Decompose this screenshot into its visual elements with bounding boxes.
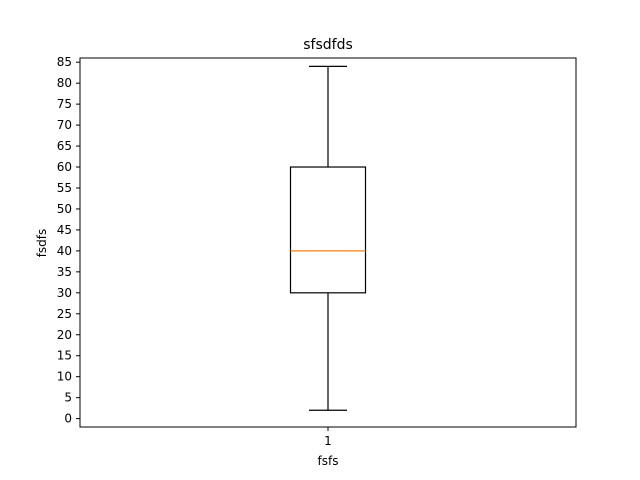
y-tick-label: 45	[57, 223, 72, 237]
y-tick-label: 50	[57, 202, 72, 216]
box-body	[289, 166, 367, 294]
y-tick-label: 70	[57, 118, 72, 132]
y-tick-label: 15	[57, 349, 72, 363]
y-tick-label: 85	[57, 55, 72, 69]
y-tick-label: 30	[57, 286, 72, 300]
y-tick-label: 5	[64, 391, 72, 405]
y-axis: 0 5 10 15 20 25 30 35 40 45 50 55 60 65 70 75 80 85	[57, 55, 80, 426]
y-tick-label: 20	[57, 328, 72, 342]
plot-frame	[79, 57, 577, 428]
y-tick-label: 25	[57, 307, 72, 321]
y-tick-label: 10	[57, 370, 72, 384]
boxes	[289, 65, 367, 411]
y-tick-label: 35	[57, 265, 72, 279]
x-tick-label: 1	[324, 434, 332, 448]
y-tick-label: 55	[57, 181, 72, 195]
y-axis-label: fsdfs	[35, 229, 49, 258]
y-tick-label: 80	[57, 76, 72, 90]
y-tick-label: 0	[64, 412, 72, 426]
x-axis: 1	[324, 427, 332, 448]
y-tick-label: 60	[57, 160, 72, 174]
x-axis-label: fsfs	[318, 454, 339, 468]
chart-title: sfsdfds	[303, 37, 353, 53]
y-tick-label: 75	[57, 97, 72, 111]
y-tick-label: 65	[57, 139, 72, 153]
y-tick-label: 40	[57, 244, 72, 258]
box-group	[289, 65, 367, 411]
